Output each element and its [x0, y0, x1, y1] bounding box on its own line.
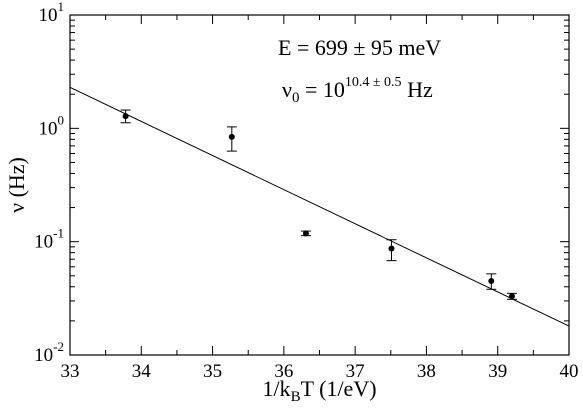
fit-line-group: [69, 86, 570, 327]
annotation-nu0-sub: 0: [292, 90, 300, 106]
data-point-group: [386, 239, 397, 262]
data-point: [228, 133, 235, 140]
y-axis-label: ν (Hz): [4, 157, 29, 213]
y-tick-exponent: 1: [58, 0, 65, 14]
data-point: [508, 293, 515, 300]
data-point: [388, 245, 395, 252]
y-tick-base: 10: [39, 118, 58, 139]
y-tick-label: 10-1: [34, 226, 64, 253]
plot-frame: [69, 14, 570, 356]
y-tick-label: 100: [39, 112, 65, 139]
data-point-group: [300, 230, 311, 237]
x-tick-label: 39: [488, 361, 507, 382]
x-tick-label: 35: [203, 361, 222, 382]
y-tick-base: 10: [39, 5, 58, 26]
y-tick-base: 10: [34, 232, 53, 253]
annotation-energy: E = 699 ± 95 meV: [278, 35, 441, 60]
x-tick-labels: 33 34 35 36 37 38 39 40: [61, 361, 579, 382]
data-point: [488, 277, 495, 284]
x-tick-label: 33: [61, 361, 80, 382]
data-point: [122, 113, 129, 120]
data-point-group: [486, 273, 497, 290]
y-tick-exponent: -2: [53, 339, 64, 354]
data-points: [120, 109, 517, 300]
axis-ticks: [69, 15, 570, 356]
y-tick-label: 101: [39, 0, 65, 26]
x-axis-label: 1/kBT (1/eV): [262, 376, 376, 405]
data-point-group: [506, 292, 517, 300]
x-axis-label-post: T (1/eV): [301, 376, 377, 401]
x-axis-label-pre: 1/k: [262, 376, 290, 401]
x-tick-label: 34: [132, 361, 152, 382]
annotation-nu0-eq: = 10: [299, 77, 344, 102]
x-tick-label: 36: [274, 361, 293, 382]
x-tick-label: 38: [417, 361, 436, 382]
annotation-nu0-symbol: ν: [282, 77, 292, 102]
fit-line: [69, 86, 570, 327]
y-tick-exponent: -1: [53, 226, 64, 241]
data-point-group: [120, 109, 131, 124]
data-point-group: [226, 126, 237, 152]
y-tick-base: 10: [34, 345, 53, 366]
annotation-nu0-exp: 10.4 ± 0.5: [345, 75, 402, 90]
annotation-nu0: ν0 = 1010.4 ± 0.5 Hz: [282, 75, 433, 106]
data-point: [302, 230, 309, 237]
x-axis-label-sub: B: [291, 389, 301, 405]
y-tick-label: 10-2: [34, 339, 64, 366]
annotation-nu0-unit: Hz: [402, 77, 433, 102]
y-tick-exponent: 0: [58, 112, 65, 127]
x-tick-label: 37: [346, 361, 365, 382]
x-tick-label: 40: [560, 361, 579, 382]
